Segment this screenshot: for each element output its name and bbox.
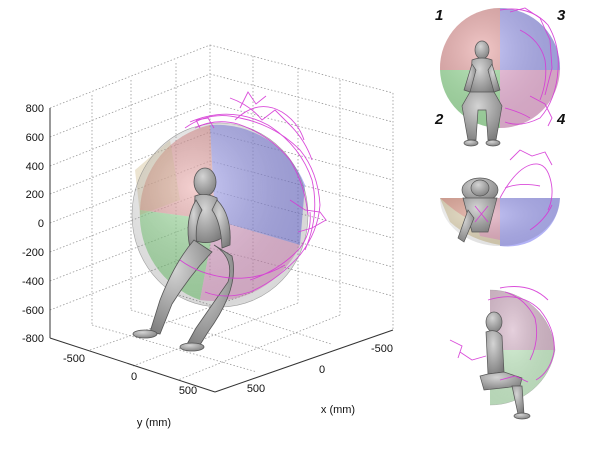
panel-front-view: [439, 7, 561, 147]
z-tick-label: 600: [26, 132, 44, 144]
seated-figure-main: [132, 167, 234, 352]
panel-top-view: [440, 149, 560, 247]
z-tick-label: 800: [26, 103, 44, 115]
quadrant-label-4: 4: [556, 111, 566, 128]
quadrant-label-2: 2: [434, 111, 444, 128]
quadrant-label-3: 3: [557, 7, 566, 24]
z-tick-label: 400: [26, 161, 44, 173]
trajectory-main: [179, 91, 327, 297]
x-axis-label: x (mm): [321, 404, 355, 416]
x-tick-label: -500: [371, 343, 393, 355]
y-tick-label: 0: [131, 371, 137, 383]
z-tick-label: 200: [26, 189, 44, 201]
z-tick-label: 0: [38, 218, 44, 230]
panel-side-view: [449, 286, 556, 420]
y-axis-ticks: -500 0 500: [63, 353, 197, 397]
axes-box-solid: [49, 108, 394, 393]
x-axis-ticks: -500 0 500: [247, 343, 393, 395]
z-axis-ticks: 800 600 400 200 0 -200 -400 -600 -800: [22, 103, 44, 345]
x-tick-label: 0: [319, 364, 325, 376]
y-axis-label: y (mm): [137, 417, 171, 429]
quadrant-label-1: 1: [435, 7, 443, 24]
z-tick-label: -400: [22, 276, 44, 288]
z-tick-label: -200: [22, 247, 44, 259]
z-tick-label: -600: [22, 305, 44, 317]
y-tick-label: -500: [63, 353, 85, 365]
main-sphere: [131, 122, 309, 308]
x-tick-label: 500: [247, 383, 265, 395]
y-tick-label: 500: [179, 385, 197, 397]
z-tick-label: -800: [22, 333, 44, 345]
